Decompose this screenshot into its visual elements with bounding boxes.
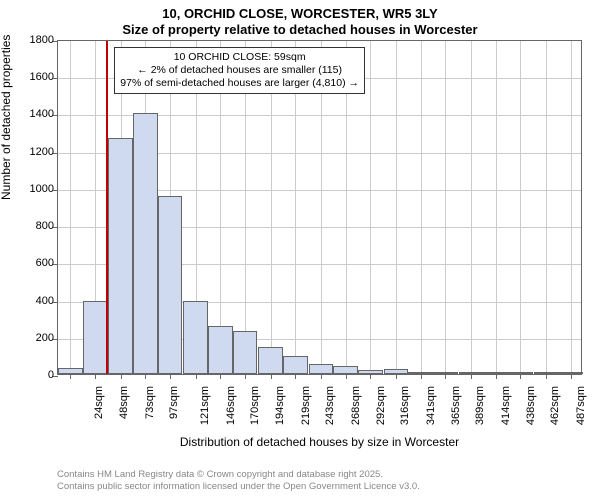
x-tick-mark bbox=[121, 374, 122, 379]
footer-line-1: Contains HM Land Registry data © Crown c… bbox=[57, 469, 420, 480]
x-tick-label: 170sqm bbox=[249, 386, 261, 425]
gridline-vertical bbox=[546, 41, 547, 374]
histogram-bar bbox=[333, 366, 358, 374]
property-marker-line bbox=[106, 41, 108, 374]
histogram-bar bbox=[158, 196, 183, 374]
x-tick-mark bbox=[271, 374, 272, 379]
chart-footer: Contains HM Land Registry data © Crown c… bbox=[57, 469, 420, 492]
annotation-line-2: ← 2% of detached houses are smaller (115… bbox=[120, 64, 359, 77]
x-tick-mark bbox=[70, 374, 71, 379]
gridline-vertical bbox=[471, 41, 472, 374]
plot-area: 10 ORCHID CLOSE: 59sqm← 2% of detached h… bbox=[57, 40, 582, 375]
histogram-bar bbox=[208, 326, 233, 374]
x-tick-mark bbox=[520, 374, 521, 379]
gridline-vertical bbox=[571, 41, 572, 374]
y-tick-label: 1400 bbox=[14, 108, 54, 120]
x-axis-label: Distribution of detached houses by size … bbox=[57, 435, 582, 449]
x-tick-mark bbox=[445, 374, 446, 379]
x-tick-mark bbox=[421, 374, 422, 379]
x-tick-label: 194sqm bbox=[274, 386, 286, 425]
y-tick-label: 1000 bbox=[14, 183, 54, 195]
x-tick-label: 316sqm bbox=[399, 386, 411, 425]
x-tick-mark bbox=[496, 374, 497, 379]
annotation-line-1: 10 ORCHID CLOSE: 59sqm bbox=[120, 51, 359, 64]
x-tick-mark bbox=[546, 374, 547, 379]
y-tick-label: 1200 bbox=[14, 146, 54, 158]
x-tick-mark bbox=[396, 374, 397, 379]
footer-line-2: Contains public sector information licen… bbox=[57, 481, 420, 492]
gridline-vertical bbox=[445, 41, 446, 374]
y-tick-label: 200 bbox=[14, 332, 54, 344]
y-tick-label: 400 bbox=[14, 295, 54, 307]
x-tick-mark bbox=[95, 374, 96, 379]
x-tick-label: 48sqm bbox=[118, 386, 130, 419]
x-tick-label: 487sqm bbox=[575, 386, 587, 425]
histogram-bar bbox=[58, 368, 83, 374]
x-tick-mark bbox=[196, 374, 197, 379]
x-tick-label: 97sqm bbox=[168, 386, 180, 419]
histogram-bar bbox=[108, 138, 133, 374]
y-tick-label: 600 bbox=[14, 257, 54, 269]
histogram-bar bbox=[358, 370, 383, 374]
x-tick-label: 292sqm bbox=[375, 386, 387, 425]
x-tick-label: 341sqm bbox=[425, 386, 437, 425]
x-tick-label: 121sqm bbox=[199, 386, 211, 425]
chart-container: 10, ORCHID CLOSE, WORCESTER, WR5 3LY Siz… bbox=[0, 0, 600, 500]
gridline-vertical bbox=[496, 41, 497, 374]
chart-title-main: 10, ORCHID CLOSE, WORCESTER, WR5 3LY bbox=[0, 0, 600, 22]
x-tick-label: 146sqm bbox=[225, 386, 237, 425]
histogram-bar bbox=[408, 372, 433, 374]
x-tick-label: 414sqm bbox=[500, 386, 512, 425]
x-tick-mark bbox=[245, 374, 246, 379]
chart-title-sub: Size of property relative to detached ho… bbox=[0, 22, 600, 42]
histogram-bar bbox=[183, 301, 208, 374]
histogram-bar bbox=[133, 113, 158, 374]
x-tick-mark bbox=[220, 374, 221, 379]
histogram-bar bbox=[534, 372, 559, 374]
x-tick-mark bbox=[295, 374, 296, 379]
gridline-vertical bbox=[70, 41, 71, 374]
histogram-bar bbox=[283, 356, 308, 374]
x-tick-mark bbox=[370, 374, 371, 379]
gridline-vertical bbox=[421, 41, 422, 374]
x-tick-mark bbox=[321, 374, 322, 379]
x-tick-mark bbox=[471, 374, 472, 379]
histogram-bar bbox=[309, 364, 334, 374]
histogram-bar bbox=[83, 301, 108, 374]
y-tick-label: 0 bbox=[14, 369, 54, 381]
x-tick-label: 24sqm bbox=[93, 386, 105, 419]
x-tick-label: 462sqm bbox=[549, 386, 561, 425]
x-tick-label: 268sqm bbox=[350, 386, 362, 425]
x-tick-label: 73sqm bbox=[144, 386, 156, 419]
y-tick-label: 800 bbox=[14, 220, 54, 232]
histogram-bar bbox=[483, 372, 508, 374]
x-tick-label: 389sqm bbox=[474, 386, 486, 425]
x-tick-mark bbox=[346, 374, 347, 379]
gridline-vertical bbox=[396, 41, 397, 374]
histogram-bar bbox=[233, 331, 258, 374]
annotation-box: 10 ORCHID CLOSE: 59sqm← 2% of detached h… bbox=[114, 47, 365, 94]
x-tick-label: 365sqm bbox=[450, 386, 462, 425]
y-tick-label: 1600 bbox=[14, 71, 54, 83]
x-tick-mark bbox=[145, 374, 146, 379]
histogram-bar bbox=[558, 372, 583, 374]
gridline-vertical bbox=[520, 41, 521, 374]
annotation-line-3: 97% of semi-detached houses are larger (… bbox=[120, 77, 359, 90]
y-axis-label: Number of detached properties bbox=[0, 35, 13, 200]
histogram-bar bbox=[433, 372, 458, 374]
x-tick-label: 243sqm bbox=[324, 386, 336, 425]
x-tick-label: 438sqm bbox=[525, 386, 537, 425]
gridline-vertical bbox=[370, 41, 371, 374]
histogram-bar bbox=[459, 372, 484, 374]
histogram-bar bbox=[384, 369, 409, 374]
x-tick-label: 219sqm bbox=[300, 386, 312, 425]
x-tick-mark bbox=[170, 374, 171, 379]
x-tick-mark bbox=[571, 374, 572, 379]
histogram-bar bbox=[508, 372, 533, 374]
histogram-bar bbox=[258, 347, 283, 374]
y-tick-label: 1800 bbox=[14, 34, 54, 46]
